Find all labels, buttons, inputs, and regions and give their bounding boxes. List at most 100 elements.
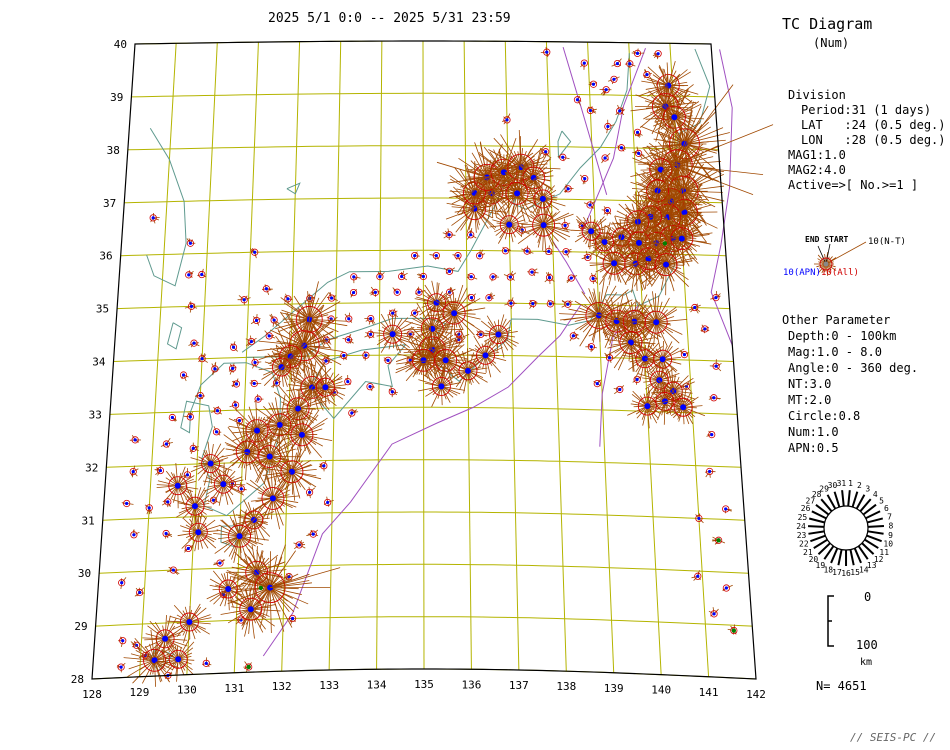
tc-glyph-167 <box>237 295 251 306</box>
tc-glyph-49 <box>388 385 398 398</box>
tc-glyph-145 <box>722 505 732 514</box>
tc-glyph-138 <box>633 128 643 138</box>
depth-bottom-label: 100 <box>856 638 878 652</box>
tc-glyph-95 <box>489 273 500 282</box>
lon-label-131: 131 <box>224 682 244 695</box>
tc-glyph-153 <box>585 343 597 353</box>
clock-label-22: 22 <box>799 540 809 549</box>
clock-label-14: 14 <box>859 565 869 574</box>
tc-glyph-35 <box>212 426 222 436</box>
tc-glyph-102 <box>429 251 440 260</box>
tc-glyph-130 <box>540 46 551 58</box>
tc-glyph-27 <box>129 465 139 478</box>
tc-glyph-254 <box>155 637 195 682</box>
tc-glyph-53 <box>321 355 333 365</box>
clock-label-27: 27 <box>806 497 816 506</box>
tc-glyph-97 <box>527 268 539 277</box>
latitude-labels: 40 39 38 37 36 35 34 33 32 31 30 29 28 <box>71 38 127 686</box>
tc-glyph-39 <box>210 406 223 415</box>
tc-glyph-211 <box>489 201 530 244</box>
lon-label-137: 137 <box>509 679 529 692</box>
tc-glyph-51 <box>228 363 237 375</box>
clock-label-28: 28 <box>812 490 822 499</box>
lat-label-40: 40 <box>114 38 127 51</box>
clock-label-8: 8 <box>889 522 894 531</box>
clock-label-19: 19 <box>816 561 826 570</box>
tc-glyph-120 <box>604 119 615 134</box>
diagram-subtitle: (Num) <box>813 36 850 50</box>
param-num: Num:1.0 <box>788 425 839 439</box>
tc-glyph-18 <box>293 540 306 550</box>
tc-glyph-123 <box>588 80 598 88</box>
lat-label-32: 32 <box>85 461 98 474</box>
lon-label-141: 141 <box>699 686 719 699</box>
clock-label-21: 21 <box>803 548 813 557</box>
lon-label-133: 133 <box>319 679 339 692</box>
tc-glyph-225 <box>395 333 453 382</box>
tc-glyph-182 <box>630 160 686 222</box>
clock-label-31: 31 <box>837 479 847 488</box>
tc-glyph-79 <box>369 286 380 297</box>
tc-glyph-94 <box>466 273 478 281</box>
param-mag: Mag:1.0 - 8.0 <box>788 345 882 359</box>
clock-label-25: 25 <box>798 513 808 522</box>
footer-credit: // SEIS-PC // <box>850 731 937 744</box>
tc-glyph-86 <box>528 299 538 309</box>
tc-glyph-87 <box>546 299 556 308</box>
tc-glyph-81 <box>415 286 426 296</box>
clock-label-23: 23 <box>797 531 807 540</box>
lat-label-30: 30 <box>78 567 91 580</box>
tc-glyph-133 <box>583 200 596 209</box>
clock-label-20: 20 <box>809 555 819 564</box>
lat-label-36: 36 <box>99 250 112 263</box>
division-period: Period:31 (1 days) <box>801 103 932 117</box>
tc-glyph-50 <box>211 361 220 376</box>
tc-glyph-210 <box>517 197 574 255</box>
clock-label-30: 30 <box>828 481 838 490</box>
tc-glyph-226 <box>413 332 474 387</box>
tc-glyph-158 <box>710 290 721 302</box>
tc-glyph-63 <box>364 329 375 339</box>
lon-label-129: 129 <box>129 686 149 699</box>
tc-glyph-160 <box>700 324 710 334</box>
tc-glyph-107 <box>543 245 553 256</box>
tc-glyph-137 <box>615 104 625 116</box>
clock-label-29: 29 <box>819 485 829 494</box>
tc-glyph-255 <box>202 462 246 506</box>
tc-glyph-230 <box>479 314 519 358</box>
tc-glyph-58 <box>229 341 238 352</box>
legend-nt: 10(N-T) <box>868 237 906 247</box>
active-criteria: Active=>[ No.>=1 ] <box>788 178 919 192</box>
tc-glyph-25 <box>305 486 316 499</box>
tc-glyphs <box>116 46 774 687</box>
tc-glyph-257 <box>172 484 213 529</box>
lat-label-37: 37 <box>103 197 116 210</box>
tc-glyph-84 <box>485 292 496 302</box>
tc-glyph-139 <box>632 146 645 159</box>
tc-glyph-171 <box>198 353 208 363</box>
tc-glyph-5 <box>202 657 212 668</box>
tc-glyph-69 <box>344 312 353 323</box>
tc-glyph-157 <box>632 375 641 385</box>
tc-glyph-259 <box>177 512 220 552</box>
tc-glyph-48 <box>366 383 375 392</box>
lat-label-28: 28 <box>71 673 84 686</box>
tc-glyph-191 <box>597 214 645 256</box>
tc-glyph-108 <box>562 248 572 258</box>
division-lat: LAT :24 (0.5 deg.) <box>801 118 946 132</box>
tc-glyph-72 <box>409 306 421 317</box>
tc-glyph-55 <box>362 350 370 361</box>
tc-glyph-40 <box>229 400 240 412</box>
clock-label-3: 3 <box>865 485 870 494</box>
tc-glyph-101 <box>411 251 420 261</box>
clock-label-17: 17 <box>832 568 842 577</box>
tc-glyph-80 <box>392 287 401 296</box>
tc-glyph-22 <box>161 498 172 508</box>
tc-glyph-111 <box>466 228 477 240</box>
lat-label-34: 34 <box>92 356 106 369</box>
clock-label-16: 16 <box>841 569 851 578</box>
lat-label-29: 29 <box>74 620 87 633</box>
tc-glyph-237 <box>303 367 347 407</box>
tc-glyph-8 <box>134 587 145 597</box>
